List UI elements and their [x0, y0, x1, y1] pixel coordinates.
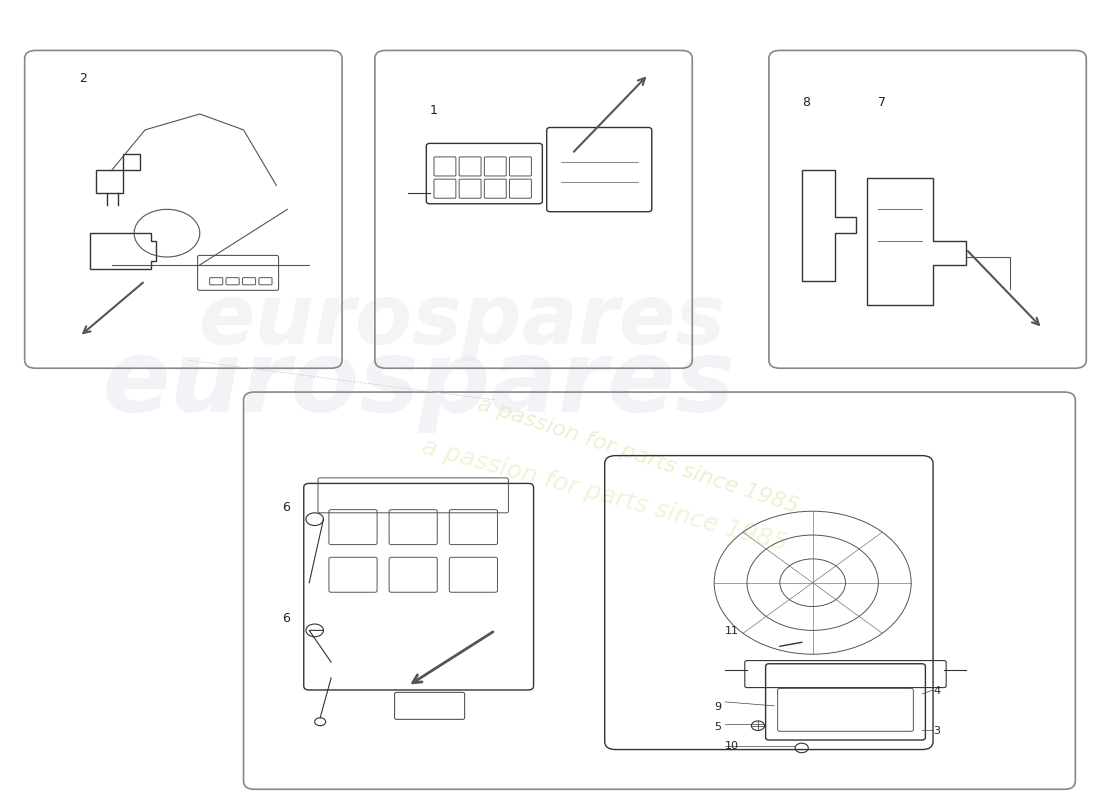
Text: 5: 5 [714, 722, 722, 732]
Text: a passion for parts since 1985: a passion for parts since 1985 [419, 435, 790, 556]
Text: eurospares: eurospares [199, 280, 726, 361]
Text: eurospares: eurospares [102, 336, 735, 433]
Text: 11: 11 [725, 626, 739, 636]
Text: 9: 9 [714, 702, 722, 712]
Text: 2: 2 [79, 72, 87, 86]
Text: 8: 8 [802, 96, 810, 109]
Text: 1: 1 [430, 104, 438, 117]
Text: 3: 3 [933, 726, 940, 736]
Text: 4: 4 [933, 686, 940, 696]
Text: 7: 7 [878, 96, 887, 109]
Text: 6: 6 [282, 613, 289, 626]
Text: 10: 10 [725, 741, 739, 750]
Text: 6: 6 [282, 502, 289, 514]
Text: a passion for parts since 1985: a passion for parts since 1985 [474, 394, 801, 517]
